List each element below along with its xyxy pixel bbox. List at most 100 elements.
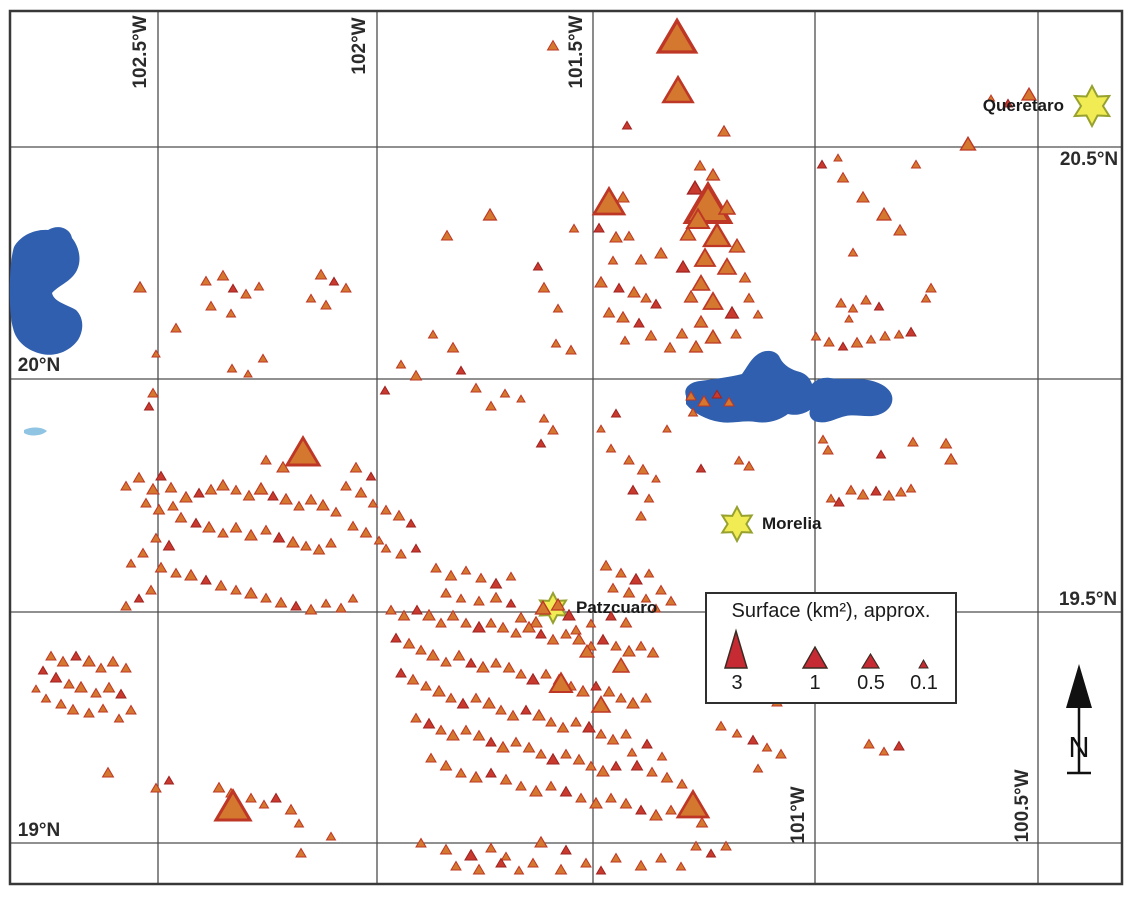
cinder-cone-marker <box>582 720 596 733</box>
cinder-cone-marker <box>731 728 743 738</box>
cinder-cone-marker <box>472 863 486 875</box>
cinder-cone-marker <box>599 559 613 571</box>
cinder-cone-marker <box>49 671 63 683</box>
cinder-cone-marker <box>629 572 643 585</box>
cinder-cone-marker <box>305 293 317 303</box>
cinder-cone-marker <box>455 365 467 375</box>
cinder-cone-marker <box>752 309 764 319</box>
cinder-cone-marker <box>164 481 178 493</box>
cinder-cone-marker <box>66 703 80 715</box>
cinder-cone-marker <box>660 771 674 783</box>
legend-symbols <box>723 628 929 669</box>
cinder-cone-marker <box>469 770 483 783</box>
cinder-cone-marker <box>705 167 721 181</box>
cinder-cone-marker <box>267 490 279 501</box>
city-star <box>1072 83 1112 129</box>
cinder-cone-marker <box>200 574 212 585</box>
lake-small-sliver <box>24 427 47 436</box>
cinder-cone-marker <box>715 720 727 731</box>
cinder-cone-marker <box>654 246 668 259</box>
cinder-cone-marker <box>31 684 41 693</box>
cinder-cone-marker <box>623 230 635 241</box>
cinder-cone-marker <box>125 704 137 715</box>
cinder-cone-marker <box>444 569 458 581</box>
cinder-cone-marker <box>426 648 440 661</box>
cinder-cone-marker <box>634 253 648 265</box>
cinder-cone-marker <box>286 535 300 548</box>
cinder-cone-marker <box>649 808 663 821</box>
cinder-cone-marker <box>687 407 699 417</box>
cinder-cone-marker <box>226 363 238 373</box>
cinder-cone-marker <box>695 463 707 473</box>
cinder-cone-marker <box>270 792 282 803</box>
cinder-cone-marker <box>576 684 590 697</box>
cinder-cone-marker <box>870 485 882 496</box>
cinder-cone-marker <box>395 359 407 369</box>
cinder-cone-marker <box>879 330 891 341</box>
cinder-cone-marker <box>475 572 487 583</box>
legend-triangle-3 <box>723 628 749 669</box>
cinder-cone-marker <box>640 593 652 603</box>
cinder-cone-marker <box>615 567 627 578</box>
cinder-cone-marker <box>490 657 502 668</box>
cinder-cone-marker <box>245 792 257 803</box>
cinder-cone-marker <box>379 385 391 395</box>
cinder-cone-marker <box>835 297 847 308</box>
cinder-cone-marker <box>455 593 467 603</box>
cinder-cone-marker <box>495 704 507 715</box>
cinder-cone-marker <box>546 752 560 765</box>
cinder-cone-marker <box>633 317 645 328</box>
cinder-cone-marker <box>502 661 516 673</box>
cinder-cone-marker <box>155 470 167 481</box>
cinder-cone-marker <box>640 292 652 303</box>
cinder-cone-marker <box>655 852 667 863</box>
cinder-cone-marker <box>476 660 490 673</box>
cinder-cone-marker <box>242 489 256 501</box>
cinder-cone-marker <box>485 736 497 747</box>
cinder-cone-marker <box>907 436 919 447</box>
legend-title: Surface (km²), approx. <box>731 600 931 622</box>
cinder-cone-marker <box>163 775 175 785</box>
cinder-cone-marker <box>470 692 482 703</box>
cinder-cone-marker <box>340 282 352 293</box>
cinder-cone-marker <box>515 780 527 791</box>
cinder-cone-marker <box>532 708 546 721</box>
cinder-cone-marker <box>752 763 764 773</box>
cinder-cone-marker <box>312 543 326 555</box>
cinder-cone-marker <box>380 543 392 553</box>
cinder-cone-marker <box>432 684 446 697</box>
cinder-cone-marker <box>440 587 452 598</box>
cinder-cone-marker <box>230 484 242 495</box>
cinder-cone-marker <box>580 857 592 868</box>
cinder-cone-marker <box>548 671 574 693</box>
cinder-cone-marker <box>505 598 517 608</box>
cinder-cone-marker <box>411 604 423 615</box>
cinder-cone-marker <box>489 577 503 589</box>
cinder-cone-marker <box>325 537 337 548</box>
cinder-cone-marker <box>213 788 253 822</box>
cinder-cone-marker <box>272 531 286 543</box>
cinder-cone-marker <box>258 799 270 809</box>
cinder-cone-marker <box>559 785 573 797</box>
cinder-cone-marker <box>150 782 162 793</box>
cinder-cone-marker <box>415 837 427 848</box>
cinder-cone-marker <box>125 558 137 568</box>
cinder-cone-marker <box>450 860 462 871</box>
cinder-cone-marker <box>120 662 132 673</box>
cinder-cone-marker <box>695 816 709 828</box>
cinder-cone-marker <box>516 394 526 403</box>
cinder-cone-marker <box>496 740 510 753</box>
cinder-cone-marker <box>662 424 672 433</box>
cinder-cone-marker <box>140 497 152 508</box>
cinder-cone-marker <box>575 792 587 803</box>
cinder-cone-marker <box>465 657 477 668</box>
cinder-cone-marker <box>410 712 422 723</box>
cinder-cone-marker <box>590 695 612 713</box>
cinder-cone-marker <box>538 413 550 423</box>
cinder-cone-marker <box>693 247 717 267</box>
cinder-cone-marker <box>500 851 512 861</box>
cinder-cone-marker <box>390 632 402 643</box>
cinder-cone-marker <box>522 741 536 753</box>
cinder-cone-marker <box>656 751 668 761</box>
